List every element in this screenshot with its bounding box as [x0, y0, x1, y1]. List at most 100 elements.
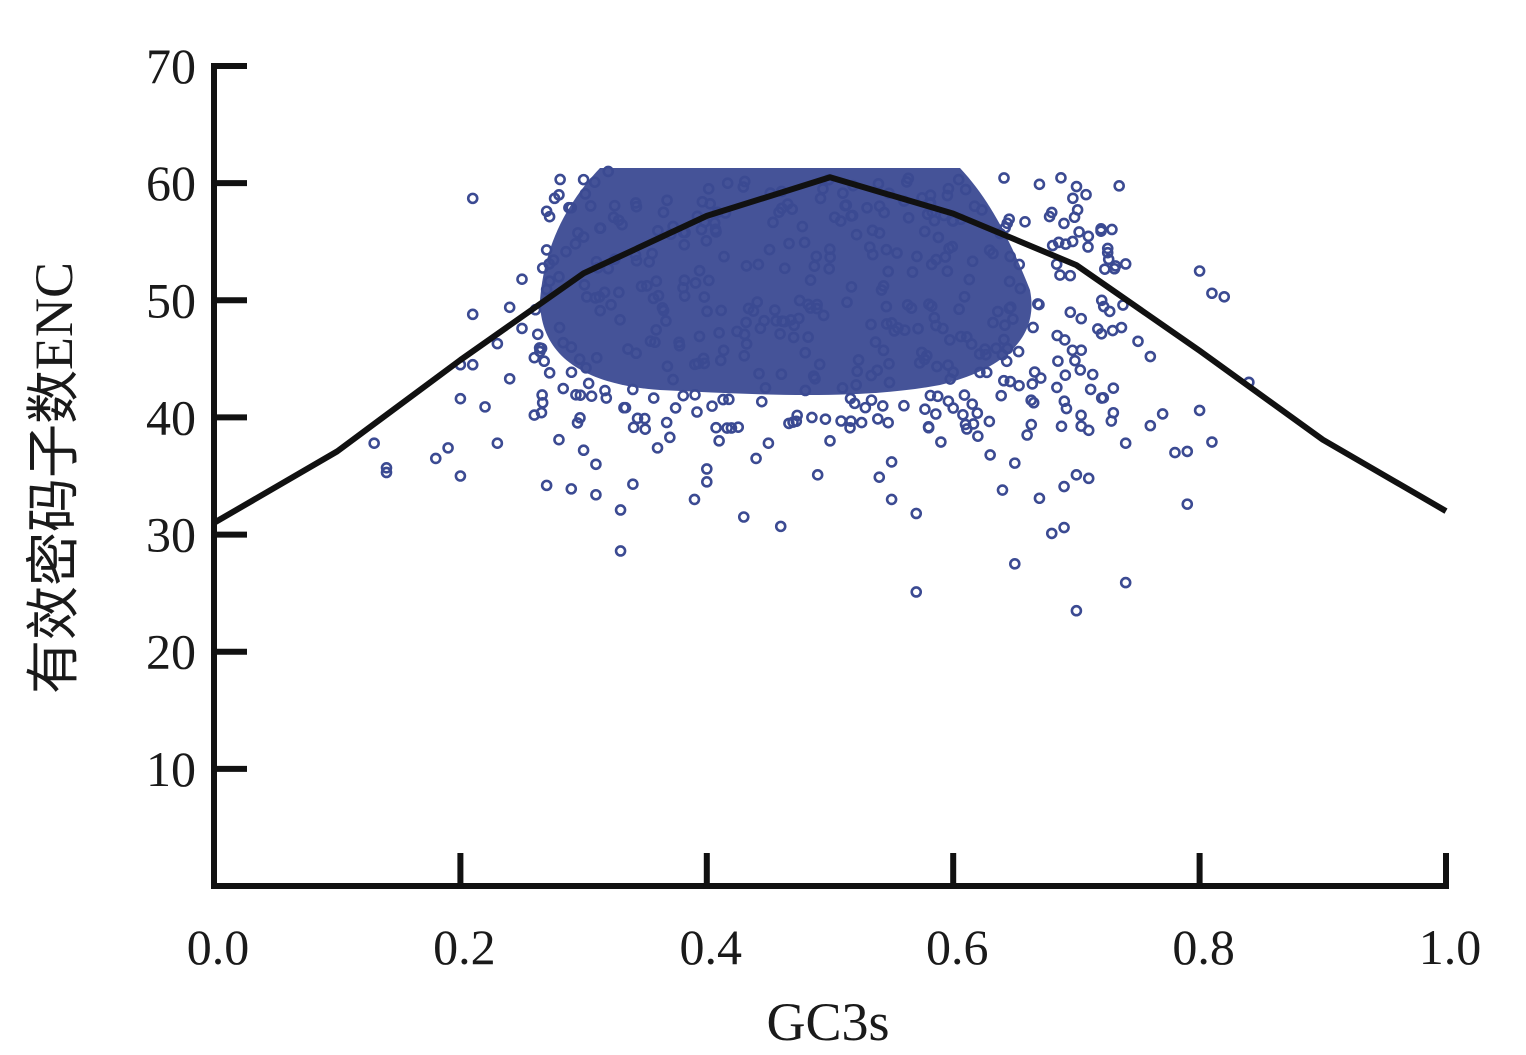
cluster-point: [809, 373, 821, 385]
cluster-point: [1007, 313, 1019, 325]
cluster-point: [974, 366, 986, 379]
x-axis-title: GC3s: [766, 992, 889, 1052]
cluster-point: [618, 401, 630, 414]
cluster-point: [1067, 192, 1079, 205]
scatter-point: [429, 452, 442, 465]
cluster-point: [1082, 230, 1095, 243]
cluster-point: [747, 305, 760, 317]
cluster-point: [1073, 226, 1085, 238]
scatter-point: [725, 422, 738, 434]
cluster-point: [775, 368, 788, 381]
cluster-point: [543, 367, 556, 379]
cluster-point: [1066, 344, 1079, 357]
cluster-point: [698, 291, 711, 303]
cluster-point: [1059, 369, 1072, 381]
cluster-point: [1054, 269, 1066, 281]
cluster-point: [647, 392, 660, 404]
x-tick-label: 0.2: [433, 919, 496, 975]
scatter-point: [762, 437, 775, 450]
cluster-point: [918, 225, 931, 238]
cluster-point: [898, 324, 911, 336]
scatter-point: [922, 420, 935, 433]
cluster-point: [925, 258, 938, 271]
cluster-point: [650, 275, 663, 287]
cluster-point: [885, 317, 898, 329]
cluster-point: [1013, 379, 1025, 392]
cluster-point: [841, 296, 853, 309]
cluster-point: [661, 194, 673, 207]
scatter-point: [1033, 492, 1046, 505]
cluster-point: [774, 328, 786, 340]
cluster-point: [1058, 217, 1070, 230]
cluster-point: [859, 401, 872, 414]
cluster-point: [995, 389, 1007, 402]
scatter-point: [972, 430, 984, 442]
cluster-point: [806, 411, 818, 424]
scatter-point: [737, 511, 750, 523]
cluster-point: [767, 216, 779, 229]
cluster-point: [627, 421, 640, 434]
cluster-point: [752, 258, 765, 271]
cluster-point: [813, 358, 826, 371]
scatter-point: [553, 271, 565, 283]
scatter-point: [1156, 408, 1169, 420]
scatter-point: [1058, 521, 1070, 534]
x-tick-label: 0.8: [1172, 919, 1235, 975]
cluster-point: [753, 367, 765, 380]
cluster-point: [999, 319, 1011, 331]
scatter-point: [651, 442, 664, 454]
cluster-point: [835, 415, 847, 427]
cluster-point: [570, 389, 582, 401]
cluster-point: [930, 408, 942, 420]
cluster-point: [740, 316, 752, 329]
cluster-point: [869, 336, 882, 348]
cluster-point: [531, 328, 544, 341]
cluster-point: [824, 251, 836, 264]
dense-point-cluster: [540, 168, 1032, 395]
cluster-point: [693, 264, 706, 277]
cluster-point: [778, 315, 791, 328]
cluster-point: [998, 333, 1010, 346]
scatter-point: [1181, 498, 1194, 510]
x-tick-label: 1.0: [1419, 919, 1482, 975]
scatter-point: [1119, 576, 1132, 589]
cluster-point: [781, 198, 794, 210]
cluster-point: [718, 250, 730, 263]
cluster-point: [585, 390, 598, 402]
cluster-point: [717, 393, 729, 406]
cluster-point: [543, 275, 556, 288]
scatter-point: [898, 399, 910, 412]
cluster-point: [953, 303, 965, 316]
scatter-point: [664, 431, 676, 444]
scatter-point: [1070, 469, 1083, 481]
cluster-point: [579, 188, 592, 200]
cluster-point: [657, 206, 670, 219]
cluster-point: [873, 227, 886, 239]
scatter-point: [466, 308, 479, 321]
cluster-point: [823, 262, 835, 275]
cluster-point: [714, 354, 727, 367]
cluster-point: [731, 325, 743, 338]
cluster-point: [1013, 258, 1026, 271]
cluster-point: [836, 382, 849, 394]
cluster-point: [1075, 409, 1087, 422]
cluster-point: [553, 321, 566, 334]
cluster-point: [918, 353, 931, 366]
cluster-point: [1052, 355, 1064, 367]
cluster-point: [966, 398, 979, 410]
scatter-point: [442, 442, 454, 454]
cluster-point: [958, 389, 971, 401]
scatter-point: [454, 392, 467, 405]
cluster-point: [865, 394, 878, 406]
scatter-point: [713, 435, 725, 447]
cluster-point: [721, 177, 734, 189]
scatter-point: [984, 449, 996, 461]
cluster-point: [1106, 223, 1118, 236]
cluster-point: [582, 377, 595, 390]
cluster-point: [691, 406, 703, 418]
scatter-points: [368, 165, 1255, 617]
cluster-point: [966, 255, 979, 268]
cluster-point: [1019, 216, 1031, 228]
cluster-point: [1032, 298, 1044, 310]
cluster-point: [706, 400, 718, 412]
